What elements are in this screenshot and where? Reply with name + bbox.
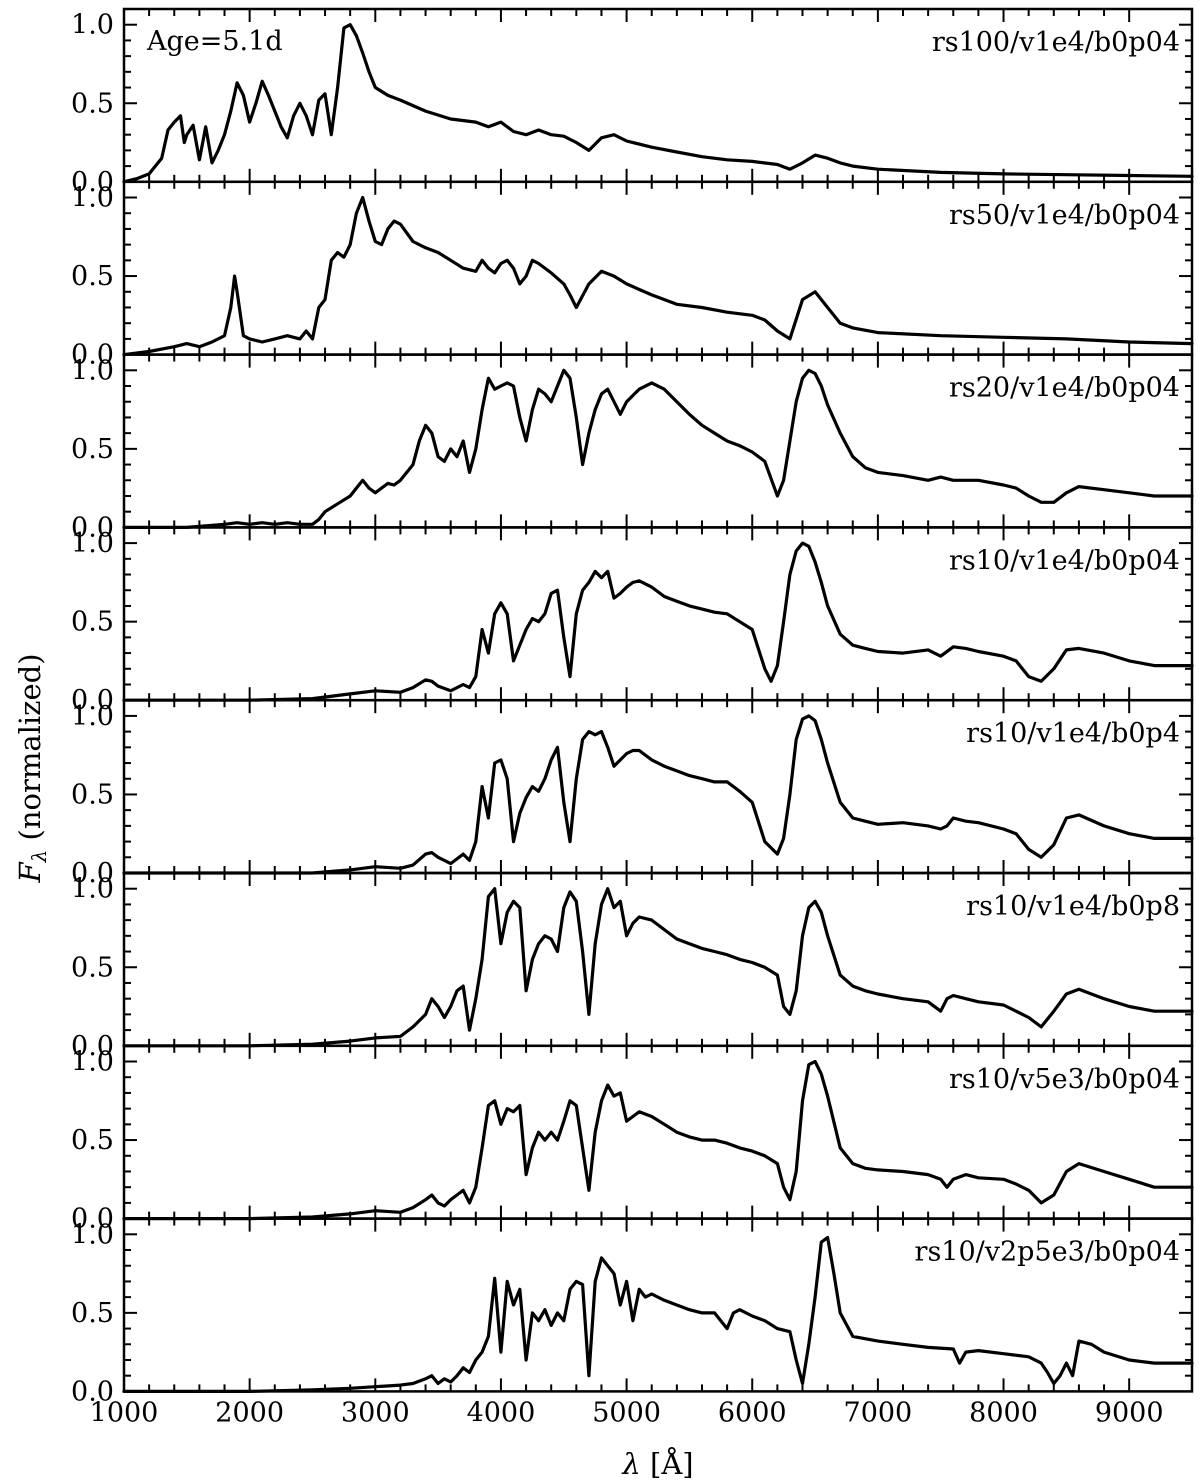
panel-2: 0.0 0.5 1.0 rs50/v1e4/b0p04 (71, 180, 1194, 371)
x-axis-label-symbol: λ (621, 1447, 640, 1481)
y-axis-label-subscript: λ (27, 850, 51, 864)
x-tick-label: 4000 (467, 1397, 536, 1428)
y-tick-label: 1.0 (71, 701, 114, 732)
x-axis-label: λ [Å] (621, 1446, 693, 1481)
panel-model-label: rs10/v1e4/b0p4 (966, 718, 1180, 749)
y-tick-label: 1.0 (71, 355, 114, 386)
y-tick-label: 1.0 (71, 10, 114, 41)
x-tick-label: 3000 (341, 1397, 410, 1428)
x-tick-label: 8000 (969, 1397, 1038, 1428)
y-tick-label: 0.5 (71, 434, 114, 465)
y-tick-label: 1.0 (71, 1219, 114, 1250)
spectrum-line (122, 1059, 1194, 1221)
y-tick-label: 0.5 (71, 779, 114, 810)
spectrum-line (122, 368, 1194, 529)
panel-model-label: rs10/v1e4/b0p8 (966, 891, 1180, 922)
y-tick-label: 0.5 (71, 261, 114, 292)
y-tick-label: 0.0 (71, 340, 114, 371)
spectrum-line (122, 1235, 1194, 1393)
y-axis-label-text: (normalized) (13, 653, 47, 840)
y-tick-label: 0.0 (71, 858, 114, 889)
y-tick-label: 0.0 (71, 512, 114, 543)
panel-3: 0.0 0.5 1.0 rs20/v1e4/b0p04 (71, 353, 1194, 543)
y-tick-label: 0.0 (71, 1031, 114, 1062)
panel-7: 0.0 0.5 1.0 rs10/v5e3/b0p04 (71, 1044, 1194, 1235)
y-tick-label: 0.0 (71, 1376, 114, 1407)
y-tick-label: 1.0 (71, 874, 114, 905)
x-tick-label: 6000 (718, 1397, 787, 1428)
x-tick-label: 2000 (215, 1397, 284, 1428)
panels-group: 0.0 0.5 1.0 rs100/v1e4/b0p04 0.0 0.5 1.0 rs50/v… (71, 7, 1194, 1407)
panel-model-label: rs50/v1e4/b0p04 (949, 200, 1180, 231)
y-tick-label: 0.5 (71, 607, 114, 638)
spectrum-line (122, 541, 1194, 702)
panel-model-label: rs20/v1e4/b0p04 (949, 373, 1180, 404)
x-axis-label-space (641, 1447, 650, 1481)
y-tick-label: 0.5 (71, 1298, 114, 1329)
y-axis-label-symbol: F (13, 862, 47, 884)
y-tick-label: 0.5 (71, 952, 114, 983)
y-axis-label: Fλ (normalized) (13, 653, 51, 883)
x-tick-label: 1000 (90, 1397, 159, 1428)
spectrum-line (122, 714, 1194, 875)
y-tick-label: 0.5 (71, 88, 114, 119)
y-tick-label: 1.0 (71, 1047, 114, 1078)
panel-model-label: rs10/v1e4/b0p04 (949, 545, 1180, 576)
x-tick-label: 9000 (1095, 1397, 1164, 1428)
x-tick-labels: 1000 2000 3000 4000 5000 6000 7000 8000 9000 (90, 1397, 1164, 1428)
x-axis-label-unit: [Å] (650, 1446, 694, 1481)
spectrum-line (122, 887, 1194, 1048)
y-tick-label: 0.0 (71, 685, 114, 716)
panel-8: 0.0 0.5 1.0 rs10/v2p5e3/b0p04 (71, 1217, 1194, 1407)
panel-4: 0.0 0.5 1.0 rs10/v1e4/b0p04 (71, 526, 1194, 716)
y-tick-label: 0.5 (71, 1125, 114, 1156)
panel-5: 0.0 0.5 1.0 rs10/v1e4/b0p4 (71, 698, 1194, 889)
x-tick-label: 7000 (844, 1397, 913, 1428)
x-tick-label: 5000 (592, 1397, 661, 1428)
y-tick-label: 0.0 (71, 1204, 114, 1235)
panel-model-label: rs100/v1e4/b0p04 (932, 27, 1180, 58)
panel-frame (122, 1217, 1194, 1393)
spectrum-line (122, 195, 1194, 357)
panel-model-label: rs10/v2p5e3/b0p04 (915, 1237, 1180, 1268)
panel-6: 0.0 0.5 1.0 rs10/v1e4/b0p8 (71, 871, 1194, 1062)
annotation-age: Age=5.1d (146, 26, 283, 57)
spectrum-line (122, 23, 1194, 184)
y-tick-label: 1.0 (71, 183, 114, 214)
y-axis-label-gap (13, 840, 47, 849)
panel-model-label: rs10/v5e3/b0p04 (949, 1064, 1180, 1095)
y-tick-label: 1.0 (71, 528, 114, 559)
y-tick-label: 0.0 (71, 167, 114, 198)
